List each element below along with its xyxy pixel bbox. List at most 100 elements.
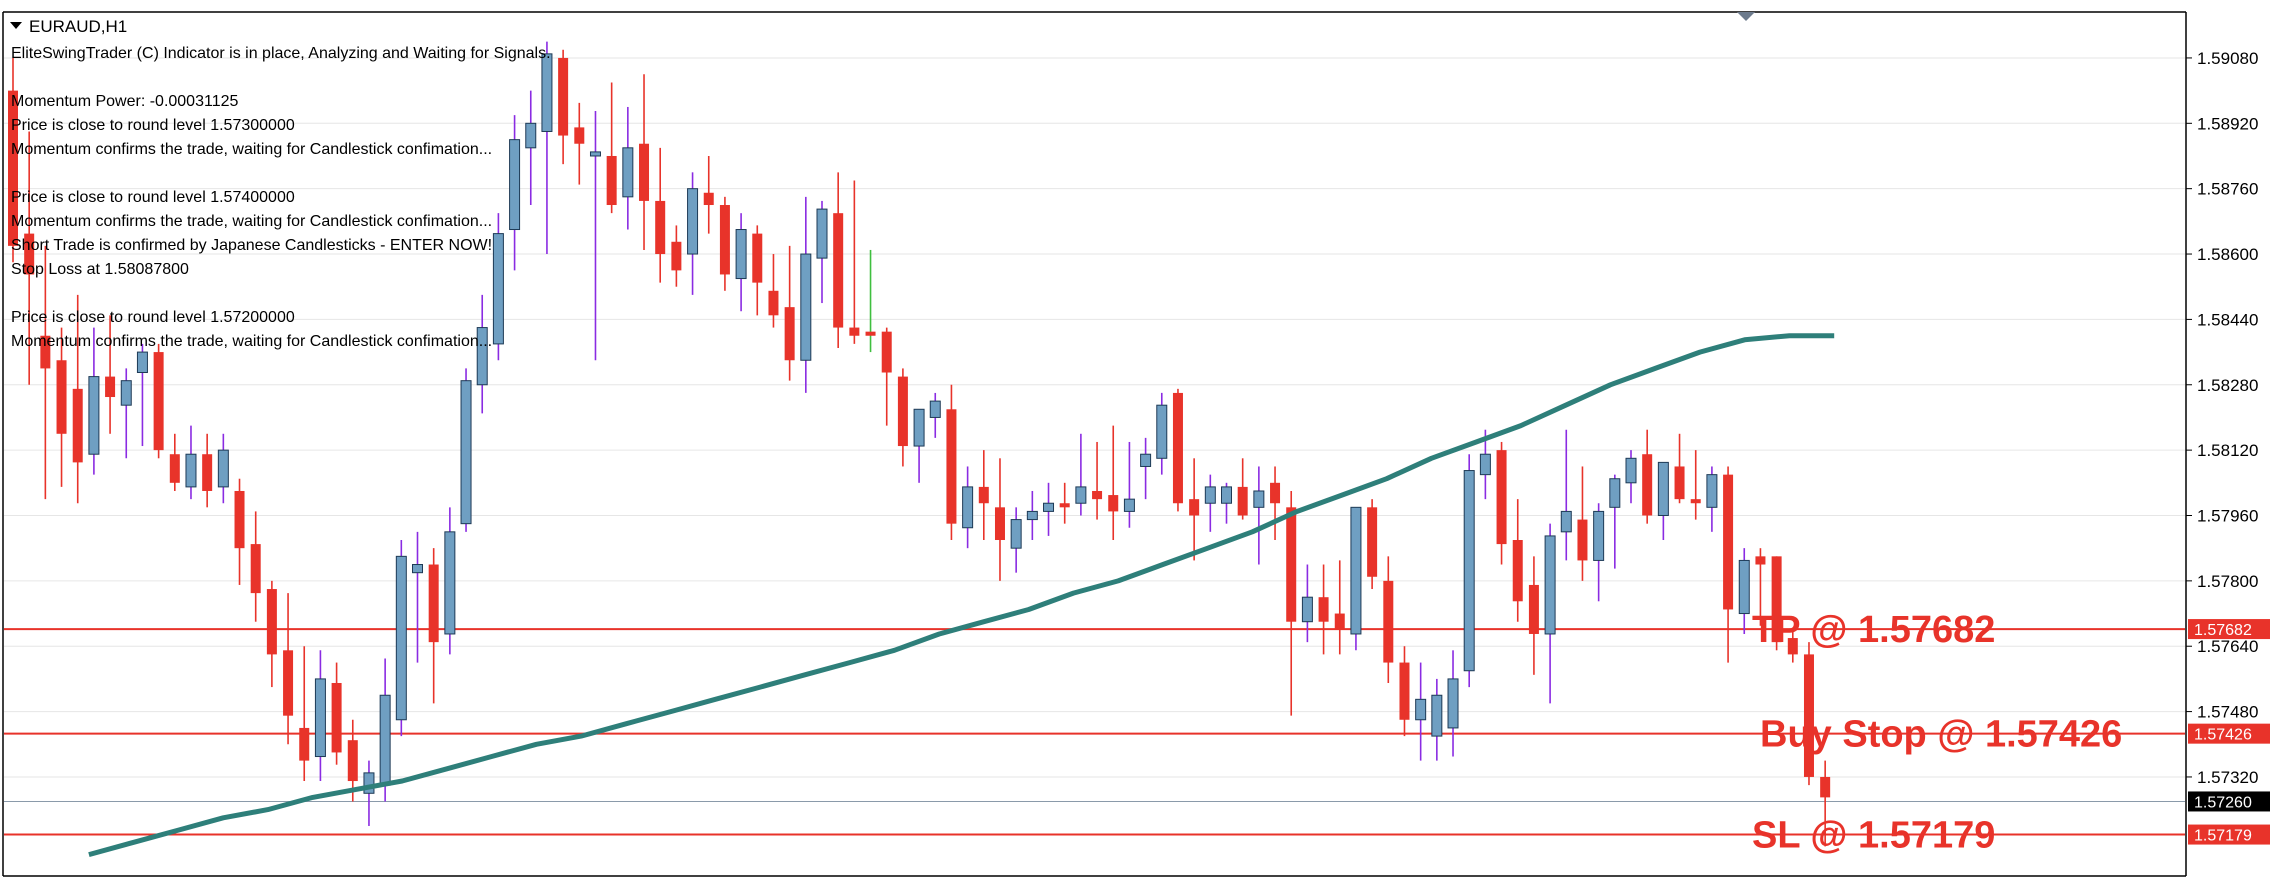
indicator-comment-line: Short Trade is confirmed by Japanese Can… [11,237,492,254]
candle-body [217,449,229,488]
bid-tag-box [2188,791,2270,812]
chart-shift-marker-icon[interactable] [1737,12,1755,21]
candle-body [558,57,569,136]
bear-candle [1755,548,1766,626]
candle-body [541,53,553,132]
candle-body [1253,490,1265,508]
level-price-tags: 1.57682 1.57426 1.57179 1.57260 [2188,619,2270,845]
indicator-comment-line: Price is close to round level 1.57400000 [11,189,295,206]
bear-candle [1803,642,1814,786]
candle-body [1123,498,1135,512]
bear-candle [833,172,844,348]
candle-body [202,454,213,491]
candle-body [379,694,391,786]
bear-candle [671,225,682,287]
candle-body [1140,453,1152,467]
candle-body [444,531,456,635]
bear-candle [1642,429,1653,524]
bull-candle [509,115,521,271]
candle-body [849,327,860,336]
bear-candle [1674,433,1685,504]
candle-body [929,400,941,418]
bull-candle [541,41,553,255]
candle-body [655,200,666,255]
sl-tag-box [2188,824,2270,845]
candle-body [1301,596,1313,623]
bear-candle [639,74,650,250]
candle-body [719,205,730,275]
candle-body [412,564,423,574]
price-axis-label: 1.57480 [2197,703,2258,722]
bear-candle [1723,466,1734,663]
moving-average-line [88,333,1835,858]
bear-candle [202,433,213,508]
indicator-comment-line: Price is close to round level 1.57300000 [11,117,295,134]
candle-body [266,589,277,655]
candle-body [589,151,601,157]
bear-candle [768,254,779,328]
candle-body [105,376,116,398]
candle-body [395,555,407,721]
candle-body [1334,613,1345,630]
candle-body [1755,556,1766,565]
candle-body [56,360,67,434]
candle-body [1010,519,1022,549]
candle-body [1237,486,1248,516]
candle-body [1172,392,1183,504]
indicator-comment-line: Momentum confirms the trade, waiting for… [11,141,492,158]
candles [8,41,1831,847]
candle-body [897,376,908,447]
candle-body [1108,495,1119,512]
bear-candle [299,646,310,782]
bear-candle [40,245,51,500]
indicator-comment-line: Momentum confirms the trade, waiting for… [11,213,492,230]
bull-candle [589,111,601,361]
candle-body [735,229,747,280]
candle-body [299,727,310,761]
tp-tag-box [2188,619,2270,640]
candle-body [978,486,989,504]
candle-body [1690,499,1701,504]
bull-candle [1075,433,1087,516]
candle-body [622,147,634,198]
candle-body [606,155,617,206]
bear-candle [1577,466,1588,581]
bull-candle [1625,450,1637,504]
bear-candle [1108,425,1119,541]
bear-candle [1528,556,1539,675]
candle-body [833,213,844,328]
bear-candle [1787,629,1798,663]
candle-body [800,253,812,361]
bear-candle [655,147,666,283]
candle-body [40,335,51,369]
bull-candle [1415,662,1427,761]
candle-body [120,380,132,406]
tp-price-tag: 1.57682 [2194,622,2252,639]
candle-body [1026,510,1038,521]
candle-body [784,307,795,361]
bear-candle [1172,388,1183,512]
triangle-down-icon[interactable] [10,22,22,29]
candle-body [1642,454,1653,516]
bull-candle [136,343,148,447]
bear-candle [331,662,342,765]
level-annotations: TP @ 1.57682 Buy Stop @ 1.57426 SL @ 1.571… [1752,609,2122,856]
candle-body [72,388,83,463]
sl-price-tag: 1.57179 [2194,828,2252,845]
candle-body [671,241,682,271]
bear-candle [72,294,83,504]
sl-annotation: SL @ 1.57179 [1752,815,1995,857]
bear-candle [56,327,67,487]
bull-candle [1447,650,1459,757]
candle-body [314,678,326,758]
bull-candle [1156,392,1168,475]
bull-candle [1657,461,1669,541]
bull-candle [476,294,488,414]
price-axis-label: 1.58440 [2197,310,2258,329]
candle-body [962,486,974,529]
candle-body [703,192,714,206]
candle-body [1723,474,1734,610]
bear-candle [978,450,989,541]
